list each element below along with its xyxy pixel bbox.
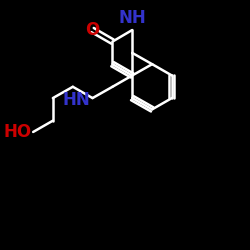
Text: HN: HN <box>63 91 90 109</box>
Text: O: O <box>86 21 100 39</box>
Text: HO: HO <box>4 123 32 141</box>
Text: NH: NH <box>118 8 146 26</box>
